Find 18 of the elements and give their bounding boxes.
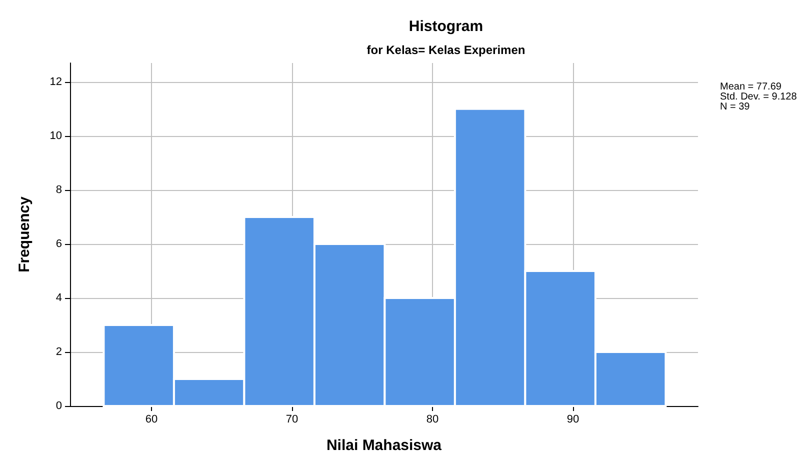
- chart-subtitle: for Kelas= Kelas Experimen: [366, 43, 526, 57]
- y-axis-title: Frequency: [16, 196, 33, 272]
- x-tick-label: 80: [426, 414, 439, 426]
- x-tick-label: 90: [566, 414, 580, 426]
- y-tick-label: 8: [56, 184, 62, 196]
- x-tick-label: 70: [286, 414, 298, 426]
- chart-title: Histogram: [408, 18, 484, 35]
- text: Mean = 77.69: [720, 82, 782, 92]
- y-tick-label: 4: [56, 292, 62, 304]
- y-tick-label: 12: [50, 76, 62, 88]
- y-tick-label: 0: [56, 400, 62, 412]
- x-tick-label: 60: [145, 414, 158, 426]
- y-tick-label: 6: [56, 238, 62, 250]
- text: N = 39: [720, 102, 750, 112]
- y-tick-label: 10: [50, 130, 62, 142]
- y-tick-label: 2: [56, 346, 62, 358]
- x-axis-title: Nilai Mahasiswa: [326, 437, 442, 454]
- text: Std. Dev. = 9.128: [720, 92, 798, 102]
